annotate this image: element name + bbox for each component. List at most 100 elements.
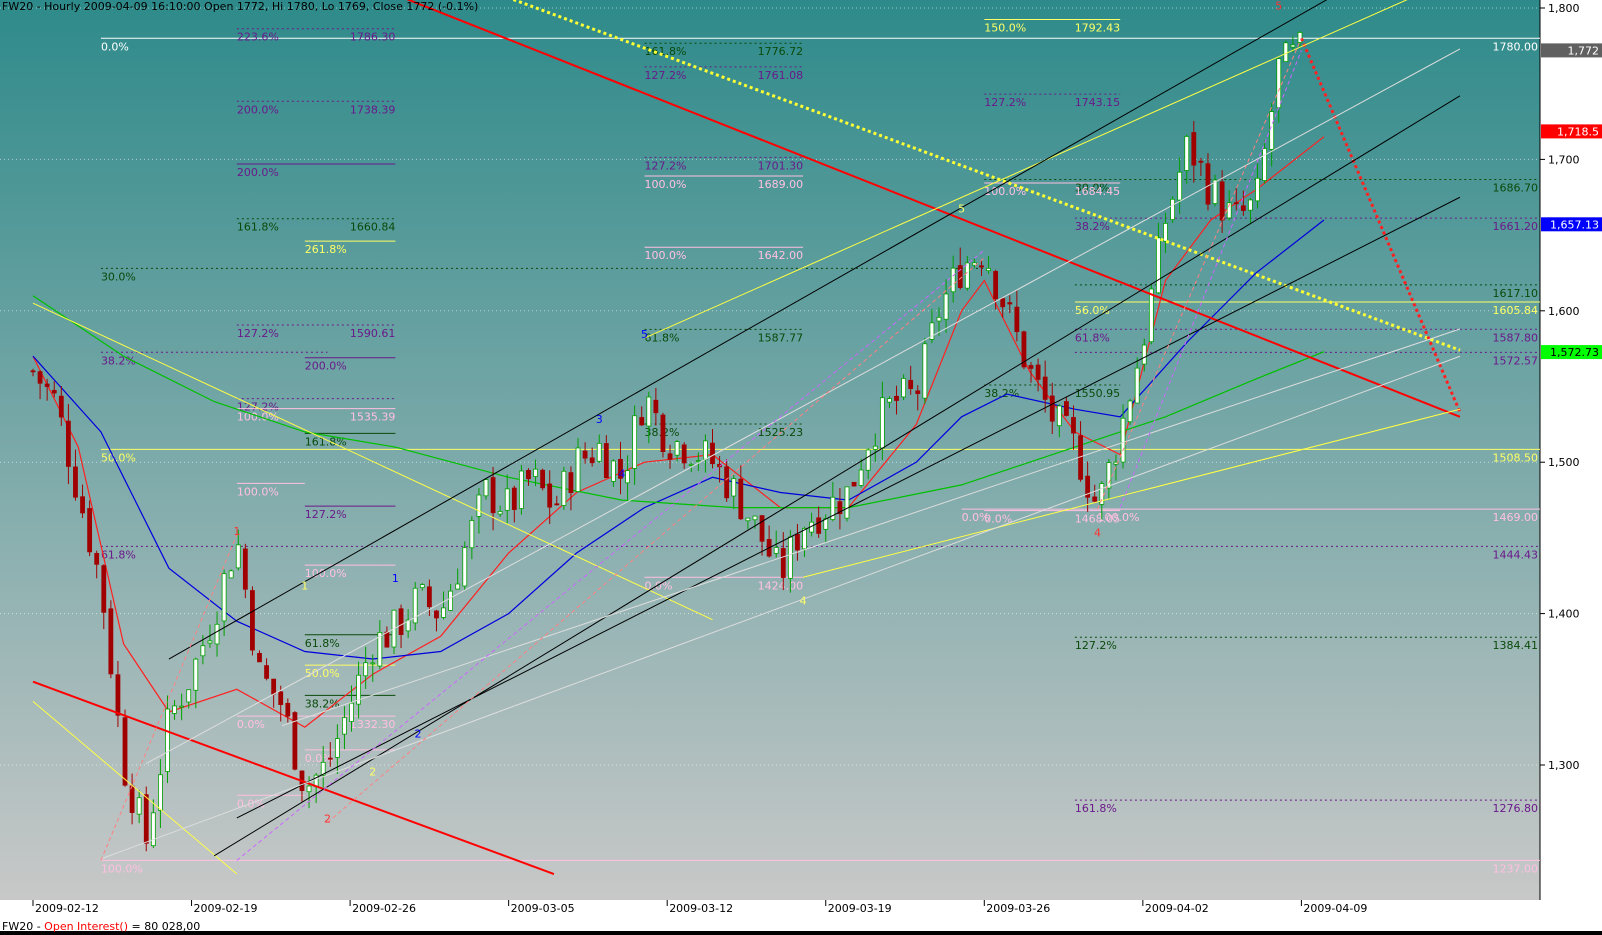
fib-level-price: 1508.50 [1493, 451, 1539, 464]
candle-body [780, 548, 786, 578]
fib-label-price: 1590.61 [350, 327, 396, 340]
fib-level-pct: 50.0% [101, 451, 136, 464]
moving-average-slow [32, 295, 1325, 509]
fib-label-pct: 261.8% [305, 243, 347, 256]
candle-body [1184, 136, 1190, 171]
candle-body [1269, 111, 1275, 150]
fib-label-pct: 161.8% [237, 221, 279, 234]
candle-body [179, 705, 185, 708]
fib-level-pct: 56.0% [1075, 304, 1110, 317]
date-axis-label: 2009-04-09 [1303, 902, 1367, 915]
fib-level-pct: 30.0% [1075, 182, 1110, 195]
candle-body [455, 583, 461, 590]
candle-body [667, 453, 673, 460]
moving-average-fast [32, 136, 1325, 728]
fib-label-price: 1468.05 [1075, 513, 1121, 526]
candle-body [405, 619, 411, 632]
candle-body [1064, 401, 1069, 416]
fib-level-price: 1661.20 [1493, 220, 1539, 233]
fib-level-price: 1237.00 [1493, 862, 1539, 875]
candle-body [1071, 417, 1076, 434]
candle-body [1262, 148, 1267, 181]
candlesticks [30, 30, 1303, 852]
candle-body [922, 343, 928, 399]
candle-body [1007, 302, 1013, 305]
candle-body [908, 379, 914, 389]
candle-body [1233, 202, 1239, 205]
trend-line [213, 95, 1461, 857]
candle-body [1014, 306, 1020, 333]
candle-body [143, 794, 149, 844]
trend-line [1119, 50, 1302, 508]
candle-body [830, 496, 836, 520]
candle-body [469, 520, 475, 549]
fib-label-pct: 0.0% [305, 752, 333, 765]
candle-body [398, 608, 404, 635]
candle-body [1028, 365, 1034, 369]
fib-label-pct: 223.6% [237, 31, 279, 44]
candle-body [441, 607, 446, 618]
fib-label-pct: 100.0% [645, 178, 687, 191]
candle-body [434, 610, 439, 619]
date-axis-label: 2009-02-26 [352, 902, 416, 915]
fib-label-pct: 50.0% [305, 667, 340, 680]
fib-label-price: 1701.30 [758, 159, 804, 172]
price-axis-label: 1,600 [1548, 305, 1580, 318]
candle-body [611, 460, 616, 482]
candle-body [724, 466, 730, 499]
candle-body [1248, 199, 1253, 211]
price-badge [1541, 217, 1602, 232]
date-axis-label: 2009-03-05 [511, 902, 575, 915]
date-axis-label: 2009-02-19 [194, 902, 258, 915]
candle-body [412, 587, 418, 624]
footer-panel [0, 918, 1602, 931]
trend-line [100, 355, 1461, 860]
candle-body [759, 515, 765, 542]
price-axis: 1,300 1,400 1,500 1,600 1,700 1,800 1,772 1,718… [1540, 2, 1602, 772]
candle-body [193, 658, 199, 691]
candle-body [603, 443, 609, 479]
candle-body [589, 457, 595, 464]
price-badge-label: 1,772 [1568, 44, 1600, 57]
fib-label-pct: 61.8% [645, 331, 680, 344]
candle-body [1049, 395, 1055, 422]
candle-body [448, 590, 454, 611]
fib-level-price: 1469.00 [1493, 511, 1539, 524]
candle-body [165, 708, 170, 772]
price-badge [1541, 345, 1602, 360]
candle-body [51, 389, 57, 394]
trend-line [146, 48, 1461, 764]
wave-labels: 1 2 4 5 1 2 4 5 1 2 3 4 5 [233, 0, 1282, 826]
candle-body [426, 586, 432, 608]
fib-level-pct: 38.2% [1075, 220, 1110, 233]
fib-level-price: 1444.43 [1493, 548, 1539, 561]
candle-body [356, 674, 361, 705]
candle-body [752, 515, 758, 521]
candle-body [370, 662, 376, 665]
candle-body [115, 674, 121, 716]
fib-label-price: 1535.39 [350, 411, 396, 424]
candle-body [1042, 376, 1048, 400]
trend-line [1300, 37, 1462, 413]
candle-body [1177, 171, 1183, 201]
fib-label-price: 1738.39 [350, 103, 396, 116]
wave-label: 4 [1094, 526, 1101, 539]
candle-body [462, 547, 468, 587]
candle-body [108, 608, 114, 675]
fib-level-price: 1605.84 [1493, 304, 1539, 317]
fib-label-pct: 200.0% [237, 103, 279, 116]
price-axis-label: 1,800 [1548, 2, 1580, 15]
candle-body [844, 486, 850, 519]
candle-body [250, 590, 255, 651]
candle-body [1240, 205, 1246, 211]
fib-level-price: 1572.57 [1493, 354, 1539, 367]
date-axis: 2009-02-12 2009-02-19 2009-02-26 2009-03-05… [32, 900, 1367, 915]
candle-body [122, 717, 128, 786]
candle-body [795, 533, 800, 551]
candle-body [618, 458, 623, 479]
trend-line [236, 196, 1461, 819]
fib-level-price: 1384.41 [1493, 639, 1539, 652]
candle-body [894, 395, 899, 401]
